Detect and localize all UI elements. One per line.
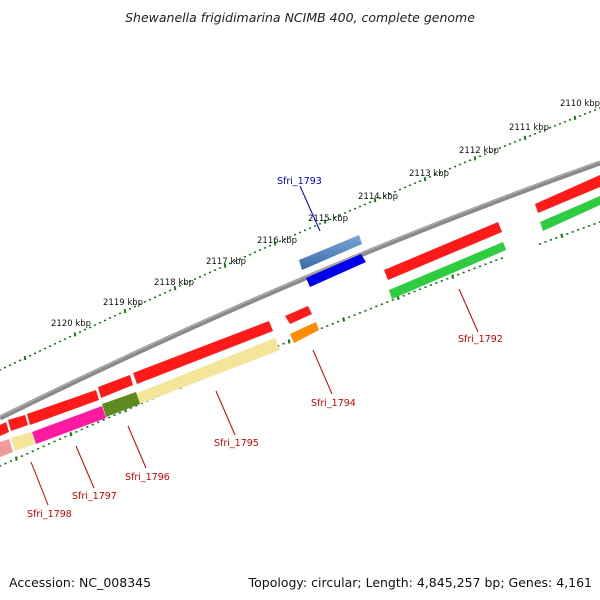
inner-ruler <box>0 221 600 467</box>
ruler-tick-label: 2112 kbp <box>459 146 499 156</box>
inner-ruler-major-tick <box>560 233 564 239</box>
ruler-major-tick <box>373 197 377 203</box>
ruler-tick-label: 2110 kbp <box>560 99 600 109</box>
sfri-1797-gene[interactable] <box>32 406 106 444</box>
ruler-tick-label: 2113 kbp <box>409 169 449 179</box>
feature-sfri-1791[interactable] <box>535 175 600 231</box>
sfri-1796-cds[interactable] <box>98 375 133 398</box>
gene-label-sfri-1797[interactable]: Sfri_1797 <box>72 491 117 502</box>
ruler <box>0 107 600 371</box>
ruler-major-tick <box>23 355 27 361</box>
ruler-major-tick <box>173 286 177 291</box>
feature-sfri-1792[interactable] <box>384 222 506 299</box>
map-title: Shewanella frigidimarina NCIMB 400, comp… <box>125 10 475 25</box>
feature-sfri-1799[interactable] <box>0 422 13 457</box>
sfri-1793-cds[interactable] <box>306 254 366 287</box>
sfri-1791-cds[interactable] <box>535 175 600 213</box>
accession-text: Accession: NC_008345 <box>9 575 152 590</box>
inner-ruler-major-tick <box>14 456 18 461</box>
ruler-tick-label: 2119 kbp <box>103 298 143 308</box>
gene-label-sfri-1792[interactable]: Sfri_1792 <box>458 334 503 345</box>
ruler-tick-label: 2111 kbp <box>509 123 549 133</box>
feature-sfri-1795[interactable] <box>133 321 280 404</box>
ruler-tick-label: 2115 kbp <box>308 214 348 224</box>
sfri-1799-cds[interactable] <box>0 422 9 436</box>
sfri-1795-cds[interactable] <box>133 321 273 384</box>
inner-ruler-major-tick <box>69 432 73 437</box>
inner-ruler-major-tick <box>287 339 291 344</box>
sfri-1794-cds[interactable] <box>285 306 312 324</box>
ruler-major-tick <box>273 241 277 246</box>
sfri-1791-gene[interactable] <box>540 196 600 231</box>
ruler-major-tick <box>423 176 427 182</box>
sfri-1792-gene[interactable] <box>389 242 506 299</box>
ruler-tick-label: 2120 kbp <box>51 319 91 329</box>
ruler-major-tick <box>223 263 227 268</box>
genome-backbone-highlight <box>0 161 600 417</box>
ruler-tick-label: 2116 kbp <box>257 236 297 246</box>
feature-sfri-1793[interactable] <box>299 235 366 287</box>
sfri-1798-gene[interactable] <box>11 432 35 451</box>
inner-ruler-major-tick <box>396 295 400 300</box>
ruler-major-tick <box>73 332 77 337</box>
feature-sfri-1794[interactable] <box>285 306 319 343</box>
sfri-1799-gene[interactable] <box>0 439 13 457</box>
feature-sfri-1798[interactable] <box>8 415 35 451</box>
gene-label-sfri-1798[interactable]: Sfri_1798 <box>27 509 72 520</box>
ruler-tick-label: 2118 kbp <box>154 278 194 288</box>
sfri-1792-cds[interactable] <box>384 222 502 280</box>
ruler-labels: 2110 kbp 2111 kbp 2112 kbp 2113 kbp 2114 kbp… <box>51 99 600 329</box>
sfri-1797-cds[interactable] <box>27 390 99 425</box>
ruler-major-tick <box>323 219 327 224</box>
gene-label-sfri-1796[interactable]: Sfri_1796 <box>125 472 170 483</box>
ruler-major-tick <box>123 308 127 314</box>
feature-sfri-1796[interactable] <box>98 375 140 417</box>
genome-stats-text: Topology: circular; Length: 4,845,257 bp… <box>248 575 592 590</box>
inner-ruler-major-tick <box>451 274 455 279</box>
sfri-1793-gene[interactable] <box>299 235 362 270</box>
ruler-tick-label: 2114 kbp <box>358 192 398 202</box>
ruler-major-tick <box>523 135 527 141</box>
sfri-1796-gene[interactable] <box>102 392 140 417</box>
inner-ruler-major-tick <box>342 317 346 322</box>
sfri-1794-gene[interactable] <box>290 322 319 343</box>
genome-backbone <box>0 160 600 421</box>
gene-label-sfri-1793[interactable]: Sfri_1793 <box>277 176 322 187</box>
ruler-tick-label: 2117 kbp <box>206 257 246 267</box>
sfri-1798-cds[interactable] <box>8 415 28 431</box>
gene-label-sfri-1795[interactable]: Sfri_1795 <box>214 438 259 449</box>
label-leaders <box>30 185 479 506</box>
sfri-1795-gene[interactable] <box>135 338 280 404</box>
ruler-major-tick <box>573 115 577 121</box>
ruler-major-tick <box>473 156 477 161</box>
gene-label-sfri-1794[interactable]: Sfri_1794 <box>311 398 356 409</box>
feature-sfri-1797[interactable] <box>27 390 106 444</box>
